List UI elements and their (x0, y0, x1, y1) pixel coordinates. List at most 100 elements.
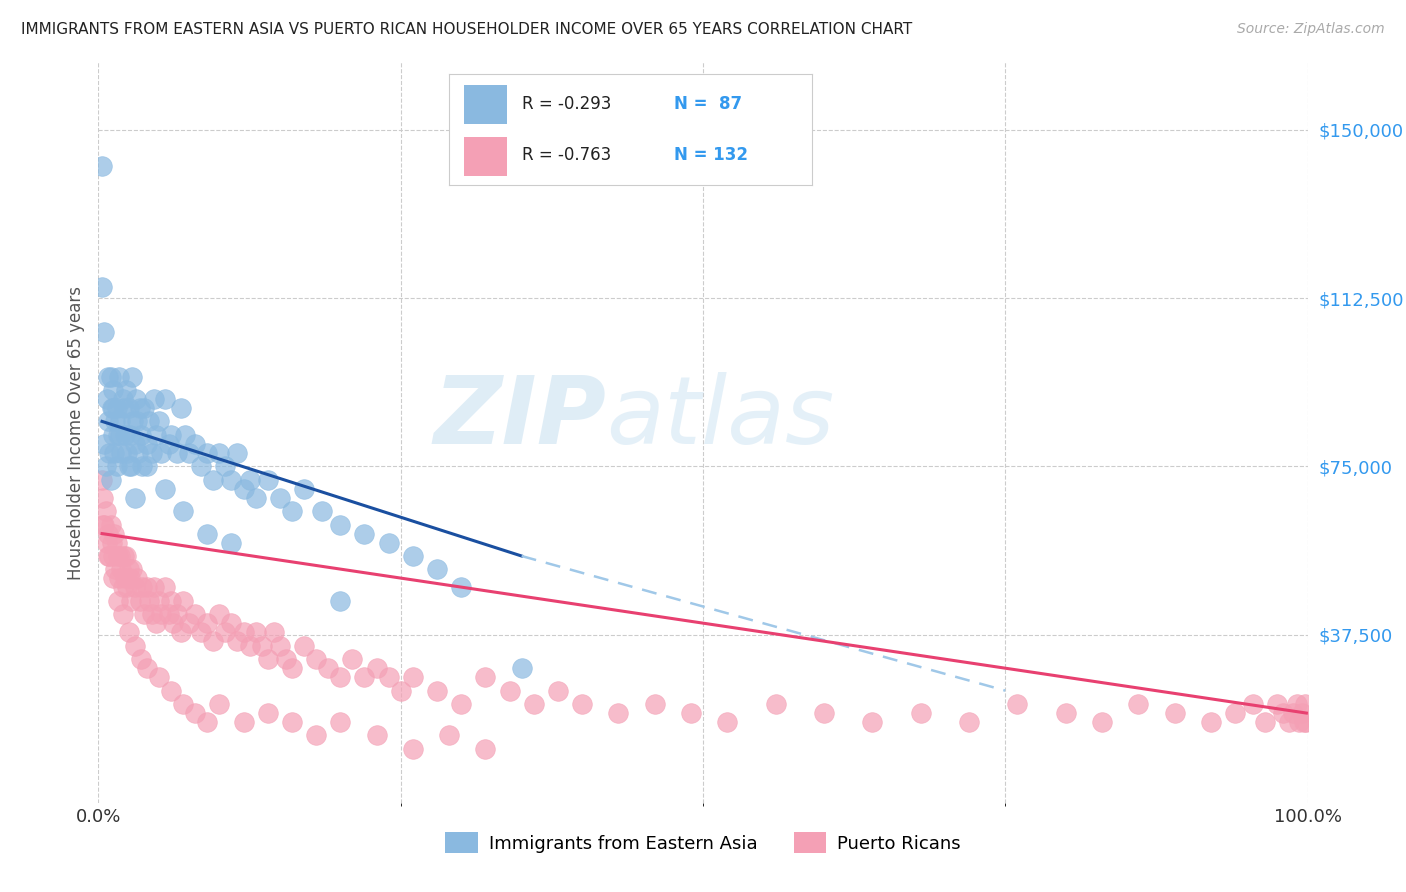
Point (135, 459, 157, 474)
Point (110, 446, 132, 460)
Point (311, 504, 333, 518)
Point (117, 446, 139, 460)
Point (214, 459, 236, 474)
Point (101, 571, 124, 585)
Point (112, 401, 135, 415)
Point (232, 714, 254, 729)
Point (121, 562, 143, 576)
Point (96, 392, 118, 406)
Point (115, 383, 138, 397)
Point (1007, 697, 1029, 711)
Text: IMMIGRANTS FROM EASTERN ASIA VS PUERTO RICAN HOUSEHOLDER INCOME OVER 65 YEARS CO: IMMIGRANTS FROM EASTERN ASIA VS PUERTO R… (21, 22, 912, 37)
Point (107, 594, 129, 608)
Point (498, 683, 520, 698)
Point (245, 491, 267, 505)
Point (329, 714, 352, 729)
Point (1294, 697, 1316, 711)
Point (138, 594, 160, 608)
Point (523, 697, 546, 711)
Point (100, 369, 122, 384)
Point (256, 473, 278, 487)
Point (118, 428, 141, 442)
Point (547, 683, 569, 698)
Point (1291, 706, 1313, 720)
Point (281, 504, 304, 518)
Point (145, 428, 167, 442)
Point (269, 491, 291, 505)
Point (353, 526, 375, 541)
Point (329, 594, 352, 608)
Point (91, 280, 114, 294)
Point (135, 581, 157, 595)
Point (127, 446, 149, 460)
Point (195, 714, 218, 729)
Point (1267, 697, 1289, 711)
Point (195, 616, 218, 631)
Point (104, 562, 127, 576)
Text: ZIP: ZIP (433, 372, 606, 464)
Point (232, 625, 254, 640)
Point (111, 392, 134, 406)
Point (226, 634, 249, 648)
Point (172, 697, 194, 711)
Point (172, 504, 194, 518)
Point (765, 697, 787, 711)
Point (1199, 714, 1222, 729)
Point (195, 526, 218, 541)
Point (377, 535, 399, 549)
Point (644, 697, 666, 711)
Point (101, 428, 124, 442)
Point (135, 437, 157, 451)
Point (239, 473, 262, 487)
Point (1223, 706, 1246, 720)
Point (1241, 697, 1264, 711)
Point (105, 459, 128, 474)
Point (179, 616, 201, 631)
Point (93, 325, 115, 339)
Point (353, 670, 375, 684)
Point (115, 549, 138, 563)
Point (256, 652, 278, 666)
Point (957, 714, 980, 729)
Point (184, 706, 207, 720)
Point (1054, 706, 1077, 720)
Point (101, 383, 124, 397)
Point (226, 446, 249, 460)
Point (105, 535, 128, 549)
Point (208, 446, 231, 460)
Point (1295, 714, 1317, 729)
Point (107, 549, 129, 563)
Point (208, 697, 231, 711)
Point (94, 459, 117, 474)
Point (1292, 714, 1315, 729)
Point (184, 437, 207, 451)
Point (221, 616, 243, 631)
Point (474, 670, 496, 684)
Point (274, 652, 297, 666)
Point (292, 639, 315, 653)
Point (813, 706, 835, 720)
Point (426, 562, 449, 576)
Point (124, 581, 146, 595)
Point (571, 697, 593, 711)
Y-axis label: Householder Income Over 65 years: Householder Income Over 65 years (66, 285, 84, 580)
Point (402, 549, 425, 563)
Point (716, 714, 738, 729)
Point (679, 706, 702, 720)
Point (157, 607, 180, 622)
Point (122, 414, 145, 428)
Point (148, 594, 170, 608)
Point (1282, 706, 1305, 720)
Point (195, 446, 218, 460)
Point (232, 482, 254, 496)
Point (125, 392, 148, 406)
Point (437, 729, 460, 743)
Point (1128, 697, 1150, 711)
Point (281, 661, 304, 675)
Point (124, 491, 146, 505)
Point (97, 549, 120, 563)
Point (93, 517, 115, 532)
Point (98, 549, 121, 563)
Point (910, 706, 932, 720)
Point (108, 369, 131, 384)
